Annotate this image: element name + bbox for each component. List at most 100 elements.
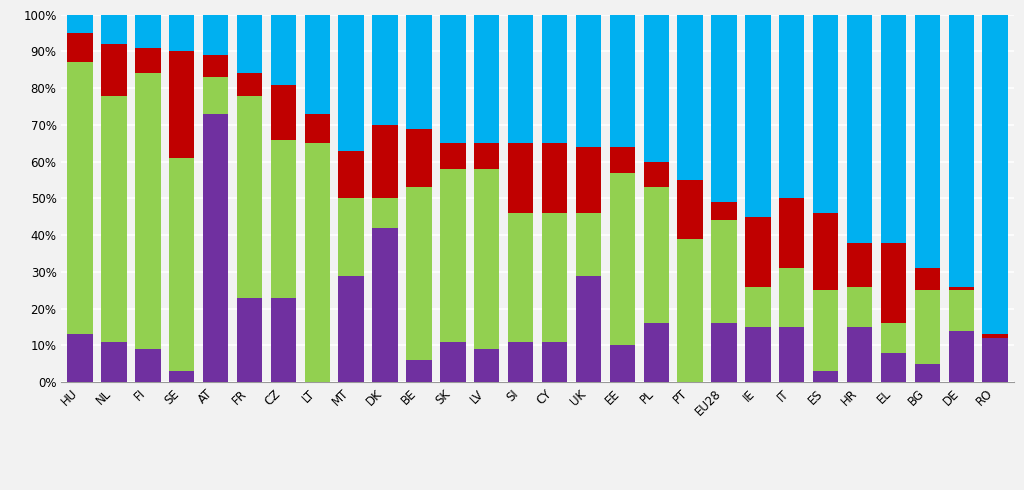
Bar [609, 147, 635, 173]
Bar [135, 48, 161, 74]
Bar [270, 140, 296, 298]
Bar [914, 269, 940, 290]
Bar [948, 331, 974, 382]
Bar [779, 327, 805, 382]
Bar [270, 85, 296, 140]
Bar [169, 51, 195, 158]
Bar [643, 15, 669, 162]
Bar [440, 342, 466, 382]
Bar [169, 158, 195, 371]
Bar [339, 151, 364, 198]
Bar [508, 213, 534, 342]
Bar [101, 15, 127, 44]
Bar [847, 15, 872, 243]
Bar [237, 74, 262, 96]
Bar [339, 15, 364, 151]
Bar [575, 213, 601, 275]
Bar [135, 15, 161, 48]
Bar [745, 287, 771, 327]
Bar [237, 15, 262, 74]
Bar [407, 15, 432, 128]
Bar [440, 169, 466, 342]
Bar [779, 198, 805, 269]
Bar [101, 342, 127, 382]
Bar [68, 335, 93, 382]
Bar [678, 239, 702, 382]
Bar [914, 15, 940, 269]
Bar [678, 15, 702, 180]
Bar [542, 143, 567, 213]
Bar [881, 323, 906, 353]
Bar [508, 143, 534, 213]
Bar [304, 114, 330, 143]
Bar [847, 327, 872, 382]
Bar [169, 15, 195, 51]
Bar [643, 187, 669, 323]
Bar [575, 275, 601, 382]
Bar [609, 345, 635, 382]
Bar [101, 44, 127, 96]
Bar [813, 290, 839, 371]
Bar [948, 287, 974, 290]
Bar [203, 114, 228, 382]
Bar [813, 213, 839, 290]
Bar [373, 125, 397, 198]
Bar [169, 371, 195, 382]
Bar [881, 353, 906, 382]
Bar [339, 198, 364, 275]
Bar [745, 327, 771, 382]
Bar [373, 15, 397, 125]
Bar [440, 143, 466, 169]
Bar [304, 143, 330, 382]
Bar [982, 15, 1008, 335]
Bar [745, 217, 771, 287]
Bar [237, 298, 262, 382]
Bar [914, 364, 940, 382]
Bar [948, 15, 974, 287]
Bar [881, 15, 906, 243]
Bar [68, 63, 93, 335]
Bar [813, 15, 839, 213]
Bar [609, 15, 635, 147]
Bar [474, 349, 500, 382]
Bar [542, 213, 567, 342]
Bar [373, 198, 397, 228]
Bar [135, 74, 161, 349]
Bar [881, 243, 906, 323]
Bar [68, 33, 93, 62]
Bar [203, 55, 228, 77]
Bar [745, 15, 771, 217]
Bar [982, 338, 1008, 382]
Bar [779, 269, 805, 327]
Bar [304, 15, 330, 114]
Bar [678, 180, 702, 239]
Bar [575, 147, 601, 213]
Bar [712, 202, 736, 220]
Bar [542, 342, 567, 382]
Bar [339, 275, 364, 382]
Bar [813, 371, 839, 382]
Bar [135, 349, 161, 382]
Bar [847, 243, 872, 287]
Bar [508, 342, 534, 382]
Bar [847, 287, 872, 327]
Bar [474, 169, 500, 349]
Bar [712, 15, 736, 202]
Bar [914, 290, 940, 364]
Bar [643, 162, 669, 187]
Bar [373, 228, 397, 382]
Bar [237, 96, 262, 298]
Bar [948, 290, 974, 331]
Bar [101, 96, 127, 342]
Bar [982, 334, 1008, 338]
Bar [542, 15, 567, 143]
Bar [474, 143, 500, 169]
Bar [779, 15, 805, 198]
Bar [270, 15, 296, 84]
Bar [407, 128, 432, 187]
Bar [407, 360, 432, 382]
Bar [68, 15, 93, 33]
Bar [203, 15, 228, 55]
Bar [407, 187, 432, 360]
Bar [609, 173, 635, 345]
